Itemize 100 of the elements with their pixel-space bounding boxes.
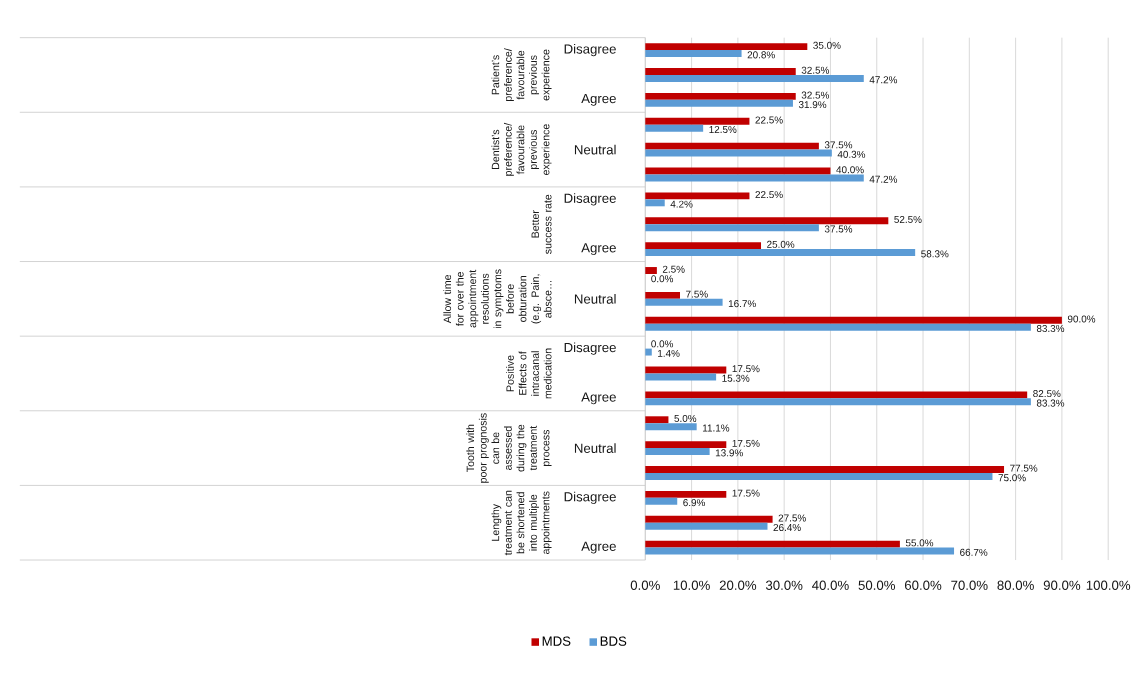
x-tick-label: 70.0% [951, 580, 988, 590]
bar [645, 540, 900, 548]
x-tick-label: 60.0% [904, 580, 942, 590]
y-tick-label: Disagree [564, 43, 616, 57]
y-tick-label: Agree [581, 243, 616, 256]
data-label: 77.5% [1010, 464, 1038, 472]
text: Positive Effects of intracanal medication [506, 348, 552, 399]
bar [645, 466, 1005, 473]
bar [645, 298, 723, 306]
data-label: 26.4% [773, 523, 801, 532]
data-label: 83.3% [1036, 324, 1065, 333]
data-label: 32.5% [801, 91, 830, 99]
x-tick-label: 30.0% [765, 580, 803, 590]
data-label: 0.0% [651, 340, 674, 348]
bar [645, 398, 1031, 406]
bar [645, 149, 832, 157]
bar [645, 472, 993, 480]
bar [645, 391, 1028, 399]
data-label: 5.0% [674, 414, 697, 422]
text: Lengthy treatment can be shortened into multiple appointments [491, 490, 552, 556]
text: Dentist’s preference/favourable previous experience [491, 122, 552, 176]
bar [645, 74, 864, 82]
bar [645, 217, 889, 225]
bar [645, 416, 669, 424]
x-tick-label: 20.0% [719, 580, 757, 590]
bar [645, 373, 717, 381]
y-tick-label: Disagree [564, 193, 616, 206]
text: Allow time for over the appointment resolutions in symptoms before obturation (e.g. Pain, absce… [443, 269, 552, 329]
data-label: 17.5% [732, 439, 760, 447]
x-tick-label: 100.0% [1086, 580, 1131, 590]
bar [645, 117, 750, 125]
bar [645, 423, 697, 431]
bar [645, 348, 652, 356]
data-label: 1.4% [658, 349, 680, 357]
data-label: 15.3% [722, 374, 750, 382]
bar [645, 99, 793, 107]
data-label: 4.2% [670, 200, 693, 208]
text: Patient’s preference/favourable previous experience [491, 48, 552, 102]
bar [645, 448, 710, 456]
data-label: 40.3% [837, 150, 866, 158]
bar [645, 547, 955, 555]
bar [645, 291, 681, 299]
data-label: 22.5% [755, 191, 783, 199]
text: Better success rate [531, 194, 552, 254]
bar [645, 142, 819, 150]
x-tick-label: 80.0% [997, 580, 1034, 590]
y-tick-label: Neutral [574, 294, 616, 304]
data-label: 32.5% [801, 66, 830, 74]
y-tick-label: Neutral [574, 443, 616, 453]
y-tick-label: Agree [581, 392, 616, 405]
bar [645, 497, 678, 505]
data-label: 52.5% [894, 215, 922, 223]
data-label: 37.5% [824, 225, 853, 233]
y-tick-label: Agree [581, 541, 616, 554]
data-label: 7.5% [686, 290, 708, 298]
data-label: 0.0% [651, 275, 674, 283]
data-label: 25.0% [767, 240, 795, 248]
data-label: 55.0% [905, 539, 934, 547]
data-label: 2.5% [662, 265, 685, 273]
bar [645, 267, 657, 274]
x-tick-label: 50.0% [858, 580, 896, 590]
y-tick-label: Disagree [564, 342, 616, 355]
bar [645, 174, 864, 182]
bar [645, 323, 1031, 331]
y-tick-label: Agree [581, 93, 616, 106]
data-label: 31.9% [798, 101, 827, 109]
data-label: 11.1% [702, 424, 730, 432]
bar [645, 92, 796, 100]
bar [645, 43, 808, 51]
data-label: 17.5% [732, 489, 760, 497]
bar [645, 441, 727, 449]
bar [645, 515, 773, 523]
data-label: 83.3% [1036, 399, 1065, 407]
data-label: 37.5% [824, 141, 853, 149]
y-tick-label: Disagree [564, 491, 616, 505]
data-label: 35.0% [813, 41, 841, 49]
bar [645, 50, 742, 58]
x-tick-label: 10.0% [673, 580, 710, 590]
data-label: 12.5% [709, 125, 737, 134]
data-label: 58.3% [921, 250, 949, 258]
data-label: 6.9% [683, 499, 706, 507]
data-label: 16.7% [728, 300, 756, 308]
bar [645, 68, 796, 75]
data-label: 47.2% [869, 76, 898, 84]
bar [645, 316, 1062, 324]
data-label: 22.5% [755, 116, 783, 124]
text: Tooth with poor prognosis can be assessed during the treatment process [466, 413, 552, 483]
data-label: 20.8% [747, 51, 775, 59]
data-label: 17.5% [732, 365, 760, 373]
legend-label: BDS [600, 636, 627, 646]
data-label: 90.0% [1067, 315, 1096, 323]
legend-label: MDS [542, 636, 571, 646]
data-label: 47.2% [869, 175, 898, 183]
bar [645, 192, 750, 200]
data-label: 75.0% [998, 474, 1026, 482]
bar [645, 490, 727, 498]
data-label: 27.5% [778, 514, 806, 522]
x-tick-label: 40.0% [812, 580, 849, 590]
data-label: 13.9% [715, 449, 743, 457]
bar [645, 124, 704, 132]
